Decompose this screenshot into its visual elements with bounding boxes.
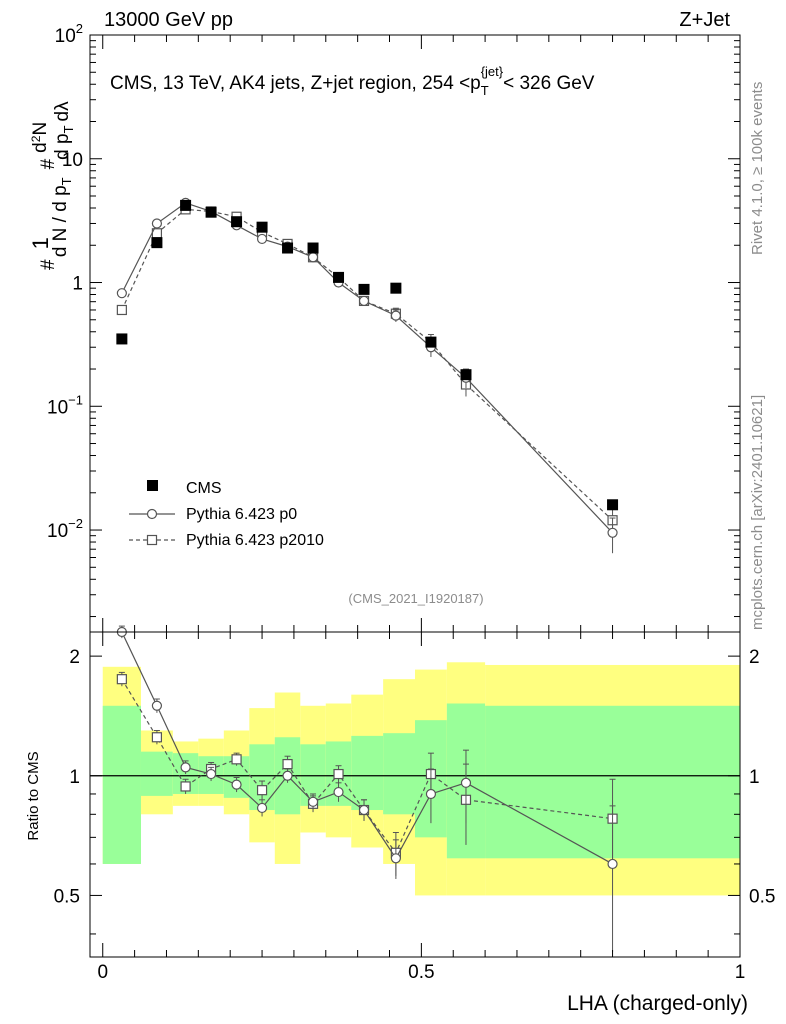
ratio-p0-point bbox=[607, 858, 618, 870]
ratio-axis-label: Ratio to CMS bbox=[25, 751, 42, 840]
ratio-band-inner bbox=[102, 705, 141, 864]
ratio-y-tick-label: 2 bbox=[69, 647, 80, 668]
ratio-p0-point bbox=[180, 762, 191, 773]
p0-point bbox=[390, 310, 401, 321]
p0-point bbox=[151, 218, 163, 229]
y-tick-label: 10 bbox=[62, 150, 83, 171]
ratio-y-tick-label-right: 2 bbox=[749, 647, 760, 668]
ratio-y-tick-label-right: 1 bbox=[749, 767, 760, 788]
ratio-y-tick-label: 1 bbox=[69, 767, 80, 788]
ratio-p0-point bbox=[460, 777, 472, 788]
mcplots-label: mcplots.cern.ch [arXiv:2401.10621] bbox=[749, 395, 766, 630]
cms-data-point bbox=[390, 282, 402, 294]
legend-label-p0: Pythia 6.423 p0 bbox=[186, 506, 297, 523]
legend-label-p2010: Pythia 6.423 p2010 bbox=[186, 532, 324, 549]
ratio-band-inner bbox=[140, 751, 173, 796]
analysis-id: (CMS_2021_I1920187) bbox=[348, 591, 483, 606]
cms-data-point bbox=[282, 242, 294, 254]
ratio-p2010-point bbox=[116, 674, 127, 685]
cms-data-point bbox=[205, 206, 217, 218]
main-panel: 10−2 10−1 1 10 102 CMS, 13 TeV, AK4 jets, Z+… bbox=[47, 21, 741, 633]
y-tick-label: 10−1 bbox=[47, 392, 83, 418]
y-tick-label: 1 bbox=[72, 274, 83, 295]
cms-data-point bbox=[151, 237, 163, 249]
header-left-label: 13000 GeV pp bbox=[104, 9, 233, 31]
ratio-p0-point bbox=[256, 802, 268, 814]
p2010-point bbox=[116, 304, 127, 316]
y-tick-label: 10−2 bbox=[47, 516, 83, 542]
cms-data-point bbox=[231, 216, 243, 228]
ratio-p0-point bbox=[425, 788, 437, 800]
ratio-p0-point bbox=[282, 770, 293, 781]
ratio-p2010-point bbox=[231, 754, 242, 765]
main-title: CMS, 13 TeV, AK4 jets, Z+jet region, 254… bbox=[110, 64, 595, 98]
ratio-p2010-point bbox=[333, 768, 344, 780]
ratio-p2010-point bbox=[282, 758, 293, 770]
ratio-y-tick-label: 0.5 bbox=[54, 886, 80, 907]
ratio-p2010-point bbox=[180, 781, 191, 792]
cms-data-point bbox=[607, 499, 619, 511]
p0-point bbox=[607, 527, 618, 538]
legend-marker-cms bbox=[147, 480, 158, 491]
ratio-p2010-point bbox=[256, 785, 268, 796]
p0-point bbox=[116, 288, 127, 299]
legend: CMS Pythia 6.423 p0 Pythia 6.423 p2010 bbox=[129, 480, 324, 549]
ratio-band-inner bbox=[383, 733, 415, 815]
legend-label-cms: CMS bbox=[186, 480, 222, 497]
ratio-frame bbox=[89, 631, 741, 958]
cms-data-point bbox=[460, 369, 472, 381]
ratio-p0-point bbox=[358, 804, 370, 816]
ratio-p0-point bbox=[205, 768, 217, 780]
cms-data-point bbox=[116, 333, 128, 345]
p2010-line bbox=[121, 208, 613, 521]
cms-data-point bbox=[333, 271, 345, 283]
x-tick-label: 0.5 bbox=[408, 962, 434, 983]
ratio-p0-point bbox=[231, 779, 242, 790]
legend-marker-p2010 bbox=[146, 534, 158, 546]
ratio-y-tick-label-right: 0.5 bbox=[749, 886, 775, 907]
ratio-band-inner bbox=[351, 735, 384, 811]
header-right-label: Z+Jet bbox=[679, 9, 730, 31]
y-tick-label: 102 bbox=[55, 21, 83, 47]
p0-point bbox=[307, 252, 319, 263]
cms-data-point bbox=[307, 242, 319, 254]
x-tick-label: 1 bbox=[735, 962, 746, 983]
cms-data-point bbox=[425, 336, 437, 348]
x-tick-label: 0 bbox=[97, 962, 108, 983]
cms-data-point bbox=[358, 283, 370, 295]
x-axis-label: LHA (charged-only) bbox=[567, 992, 748, 1015]
rivet-version-label: Rivet 4.1.0, ≥ 100k events bbox=[749, 82, 766, 255]
legend-marker-p0 bbox=[146, 508, 158, 520]
ratio-p0-point bbox=[151, 700, 163, 711]
y-axis-label-text: #1d N / d pT#d2Nd pTdλ bbox=[28, 101, 76, 270]
cms-data-point bbox=[180, 199, 192, 211]
y-axis-label: #1d N / d pT#d2Nd pTdλ bbox=[28, 101, 76, 270]
ratio-p2010-point bbox=[151, 732, 163, 743]
ratio-panel: 0.5 0.5 1 1 2 2 bbox=[54, 625, 775, 958]
ratio-p0-point bbox=[333, 786, 344, 798]
ratio-p0-point bbox=[390, 853, 401, 864]
ratio-p0-point bbox=[307, 796, 319, 807]
p0-point bbox=[358, 295, 370, 307]
cms-data-point bbox=[256, 221, 268, 233]
p0-point bbox=[256, 233, 268, 245]
